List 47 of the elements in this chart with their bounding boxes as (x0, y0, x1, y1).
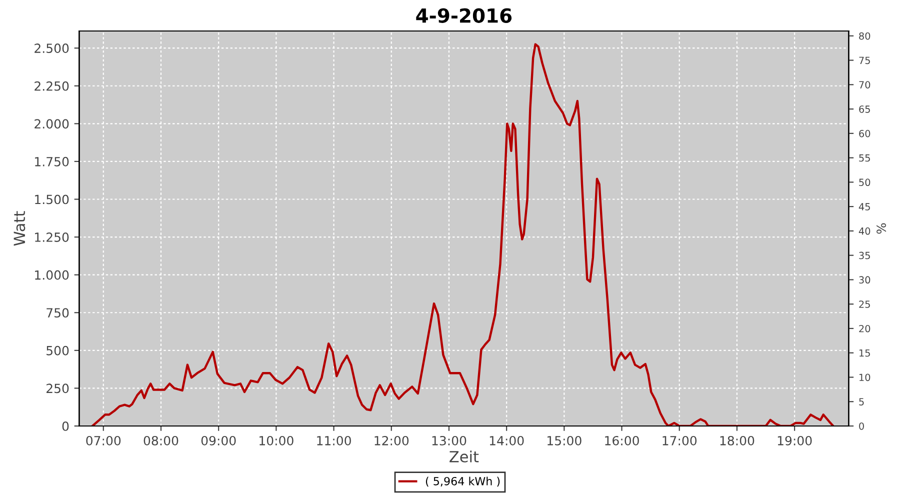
chart-title: 4-9-2016 (416, 8, 512, 23)
y2-tick-label: 0 (859, 422, 864, 430)
y2-tick-label: 45 (858, 203, 870, 210)
y-tick-label: 1.250 (35, 232, 69, 242)
x-tick-label: 15:00 (548, 436, 582, 446)
y2-tick-label: 40 (858, 227, 870, 235)
y2-tick-label: 80 (859, 32, 870, 40)
y-tick-label: 1.750 (35, 156, 69, 166)
x-tick-label: 10:00 (260, 436, 294, 446)
y-tick-label: 2.000 (34, 119, 69, 129)
y-tick-label: 500 (46, 346, 69, 356)
x-tick-label: 18:00 (720, 436, 754, 446)
y-tick-label: 1.500 (35, 194, 69, 204)
y-tick-label: 2.250 (34, 81, 69, 91)
x-tick-label: 08:00 (144, 436, 178, 446)
y-tick-label: 2.500 (34, 44, 69, 54)
x-tick-label: 07:00 (86, 436, 121, 446)
x-tick-label: 13:00 (432, 436, 466, 446)
x-tick-label: 17:00 (662, 436, 697, 446)
x-axis-title: Zeit (450, 450, 479, 462)
y2-tick-label: 65 (859, 106, 870, 113)
y-tick-label: 750 (46, 308, 69, 318)
y2-tick-label: 60 (859, 130, 870, 138)
x-tick-label: 16:00 (605, 436, 639, 446)
y2-tick-label: 55 (859, 154, 870, 162)
y2-tick-label: 75 (859, 56, 870, 64)
y2-tick-label: 5 (859, 398, 864, 406)
y2-tick-label: 50 (859, 178, 870, 186)
y2-tick-label: 10 (859, 374, 870, 382)
y2-tick-label: 35 (859, 252, 870, 260)
y-tick-label: 0 (62, 421, 69, 431)
x-tick-label: 11:00 (317, 436, 351, 446)
y2-tick-label: 15 (859, 349, 870, 357)
y2-tick-label: 30 (859, 276, 870, 284)
y2-tick-label: 25 (859, 300, 870, 308)
y2-axis-title: % (876, 223, 886, 234)
y2-tick-label: 70 (859, 81, 870, 88)
y-axis-title: Watt (14, 211, 26, 246)
x-tick-label: 09:00 (201, 436, 236, 446)
y2-tick-label: 20 (859, 324, 870, 332)
y-tick-label: 1.000 (35, 270, 69, 280)
x-tick-label: 12:00 (374, 436, 409, 446)
y-tick-label: 250 (46, 384, 69, 394)
line-series (91, 43, 834, 426)
x-tick-label: 14:00 (490, 436, 524, 446)
x-tick-label: 19:00 (778, 436, 812, 446)
legend-label: ( 5,964 kWh ) (426, 476, 500, 487)
